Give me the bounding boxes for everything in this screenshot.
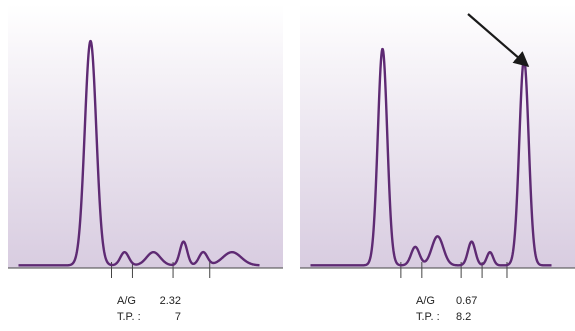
tp-value: 7 <box>174 311 181 323</box>
tp-row: T.P. : 7 <box>117 309 181 325</box>
left-panel: A/G 2.32 T.P. : 7 <box>0 0 283 331</box>
densitometry-trace <box>17 39 261 267</box>
ag-row: A/G 0.67 <box>416 293 484 309</box>
ag-label: A/G <box>117 295 136 307</box>
ag-row: A/G 2.32 <box>117 293 181 309</box>
ag-label: A/G <box>416 295 435 307</box>
tp-row: T.P. : 8.2 <box>416 309 484 325</box>
ag-value: 0.67 <box>456 295 478 307</box>
tp-label: T.P. : <box>416 311 440 323</box>
right-ratio-block: A/G 0.67 T.P. : 8.2 <box>416 293 484 325</box>
tp-label: T.P. : <box>117 311 141 323</box>
tp-value: 8.2 <box>456 311 472 323</box>
right-chart <box>300 4 575 278</box>
ag-value: 2.32 <box>159 295 181 307</box>
annotation-arrow <box>467 13 530 68</box>
densitometry-trace <box>309 47 553 267</box>
plot-background <box>8 4 283 268</box>
right-panel: A/G 0.67 T.P. : 8.2 <box>292 0 575 331</box>
left-chart <box>8 4 283 278</box>
left-ratio-block: A/G 2.32 T.P. : 7 <box>117 293 181 325</box>
